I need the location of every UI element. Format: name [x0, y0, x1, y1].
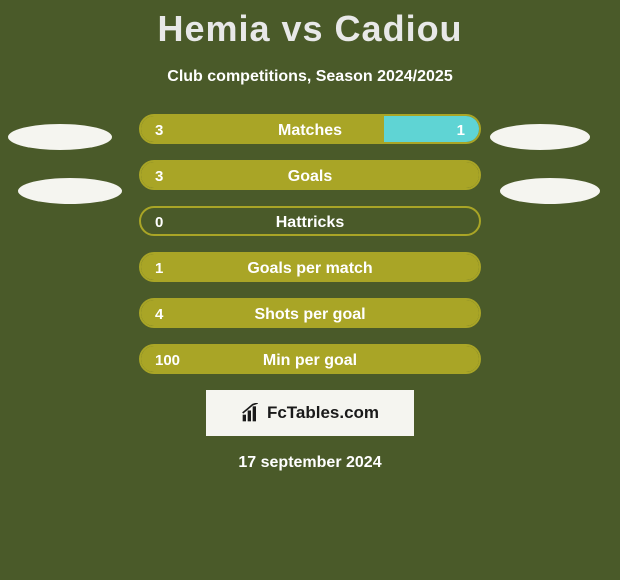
stat-label: Min per goal [141, 346, 479, 374]
stats-container: 31Matches 3Goals 0Hattricks 1Goals per matc… [0, 114, 620, 374]
stat-bar: 31Matches [139, 114, 481, 144]
stat-label: Matches [141, 116, 479, 144]
subtitle: Club competitions, Season 2024/2025 [0, 68, 620, 86]
stat-label: Goals [141, 162, 479, 190]
logo-box: FcTables.com [206, 390, 414, 436]
page-title: Hemia vs Cadiou [0, 0, 620, 50]
decorative-oval [500, 178, 600, 204]
stat-bar: 1Goals per match [139, 252, 481, 282]
stat-bar: 4Shots per goal [139, 298, 481, 328]
stat-label: Goals per match [141, 254, 479, 282]
date-text: 17 september 2024 [0, 454, 620, 472]
chart-icon [241, 403, 261, 423]
stat-bar: 100Min per goal [139, 344, 481, 374]
stat-label: Shots per goal [141, 300, 479, 328]
decorative-oval [18, 178, 122, 204]
stat-label: Hattricks [141, 208, 479, 236]
logo-text: FcTables.com [267, 403, 379, 423]
stat-bar: 0Hattricks [139, 206, 481, 236]
decorative-oval [8, 124, 112, 150]
decorative-oval [490, 124, 590, 150]
stat-bar: 3Goals [139, 160, 481, 190]
